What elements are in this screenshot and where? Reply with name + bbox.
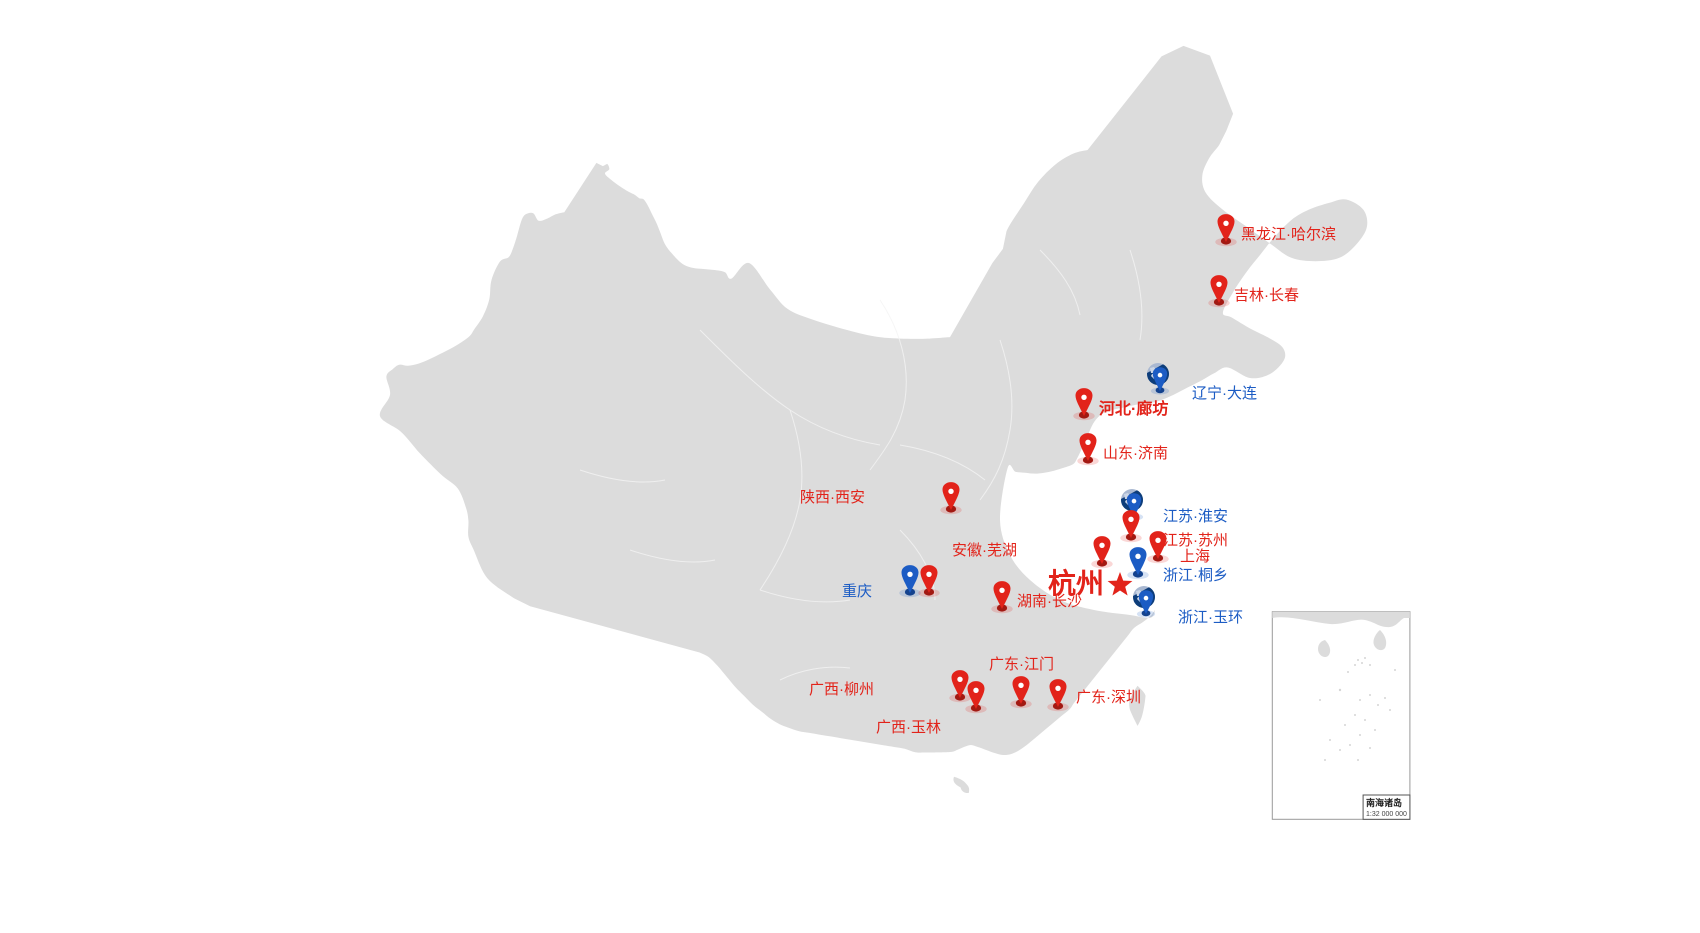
- svg-text:湖南·长沙: 湖南·长沙: [1017, 593, 1082, 610]
- svg-text:1:32 000 000: 1:32 000 000: [1366, 811, 1407, 818]
- svg-text:广东·深圳: 广东·深圳: [1076, 689, 1141, 706]
- svg-text:广东·江门: 广东·江门: [989, 656, 1054, 673]
- svg-text:黑龙江·哈尔滨: 黑龙江·哈尔滨: [1241, 226, 1336, 243]
- svg-text:江苏·苏州: 江苏·苏州: [1163, 532, 1228, 549]
- svg-text:南海诸岛: 南海诸岛: [1366, 797, 1402, 808]
- svg-text:吉林·长春: 吉林·长春: [1234, 287, 1299, 304]
- svg-text:浙江·桐乡: 浙江·桐乡: [1163, 567, 1228, 584]
- svg-text:安徽·芜湖: 安徽·芜湖: [952, 542, 1017, 559]
- svg-text:辽宁·大连: 辽宁·大连: [1192, 385, 1257, 402]
- svg-text:河北·廊坊: 河北·廊坊: [1099, 399, 1168, 418]
- svg-text:陕西·西安: 陕西·西安: [800, 489, 865, 506]
- svg-text:重庆: 重庆: [842, 583, 872, 600]
- svg-text:浙江·玉环: 浙江·玉环: [1178, 609, 1243, 626]
- svg-text:山东·济南: 山东·济南: [1103, 445, 1168, 462]
- svg-text:广西·玉林: 广西·玉林: [876, 719, 941, 736]
- svg-text:江苏·淮安: 江苏·淮安: [1163, 508, 1228, 525]
- svg-text:广西·柳州: 广西·柳州: [809, 681, 874, 698]
- svg-text:上海: 上海: [1180, 548, 1210, 565]
